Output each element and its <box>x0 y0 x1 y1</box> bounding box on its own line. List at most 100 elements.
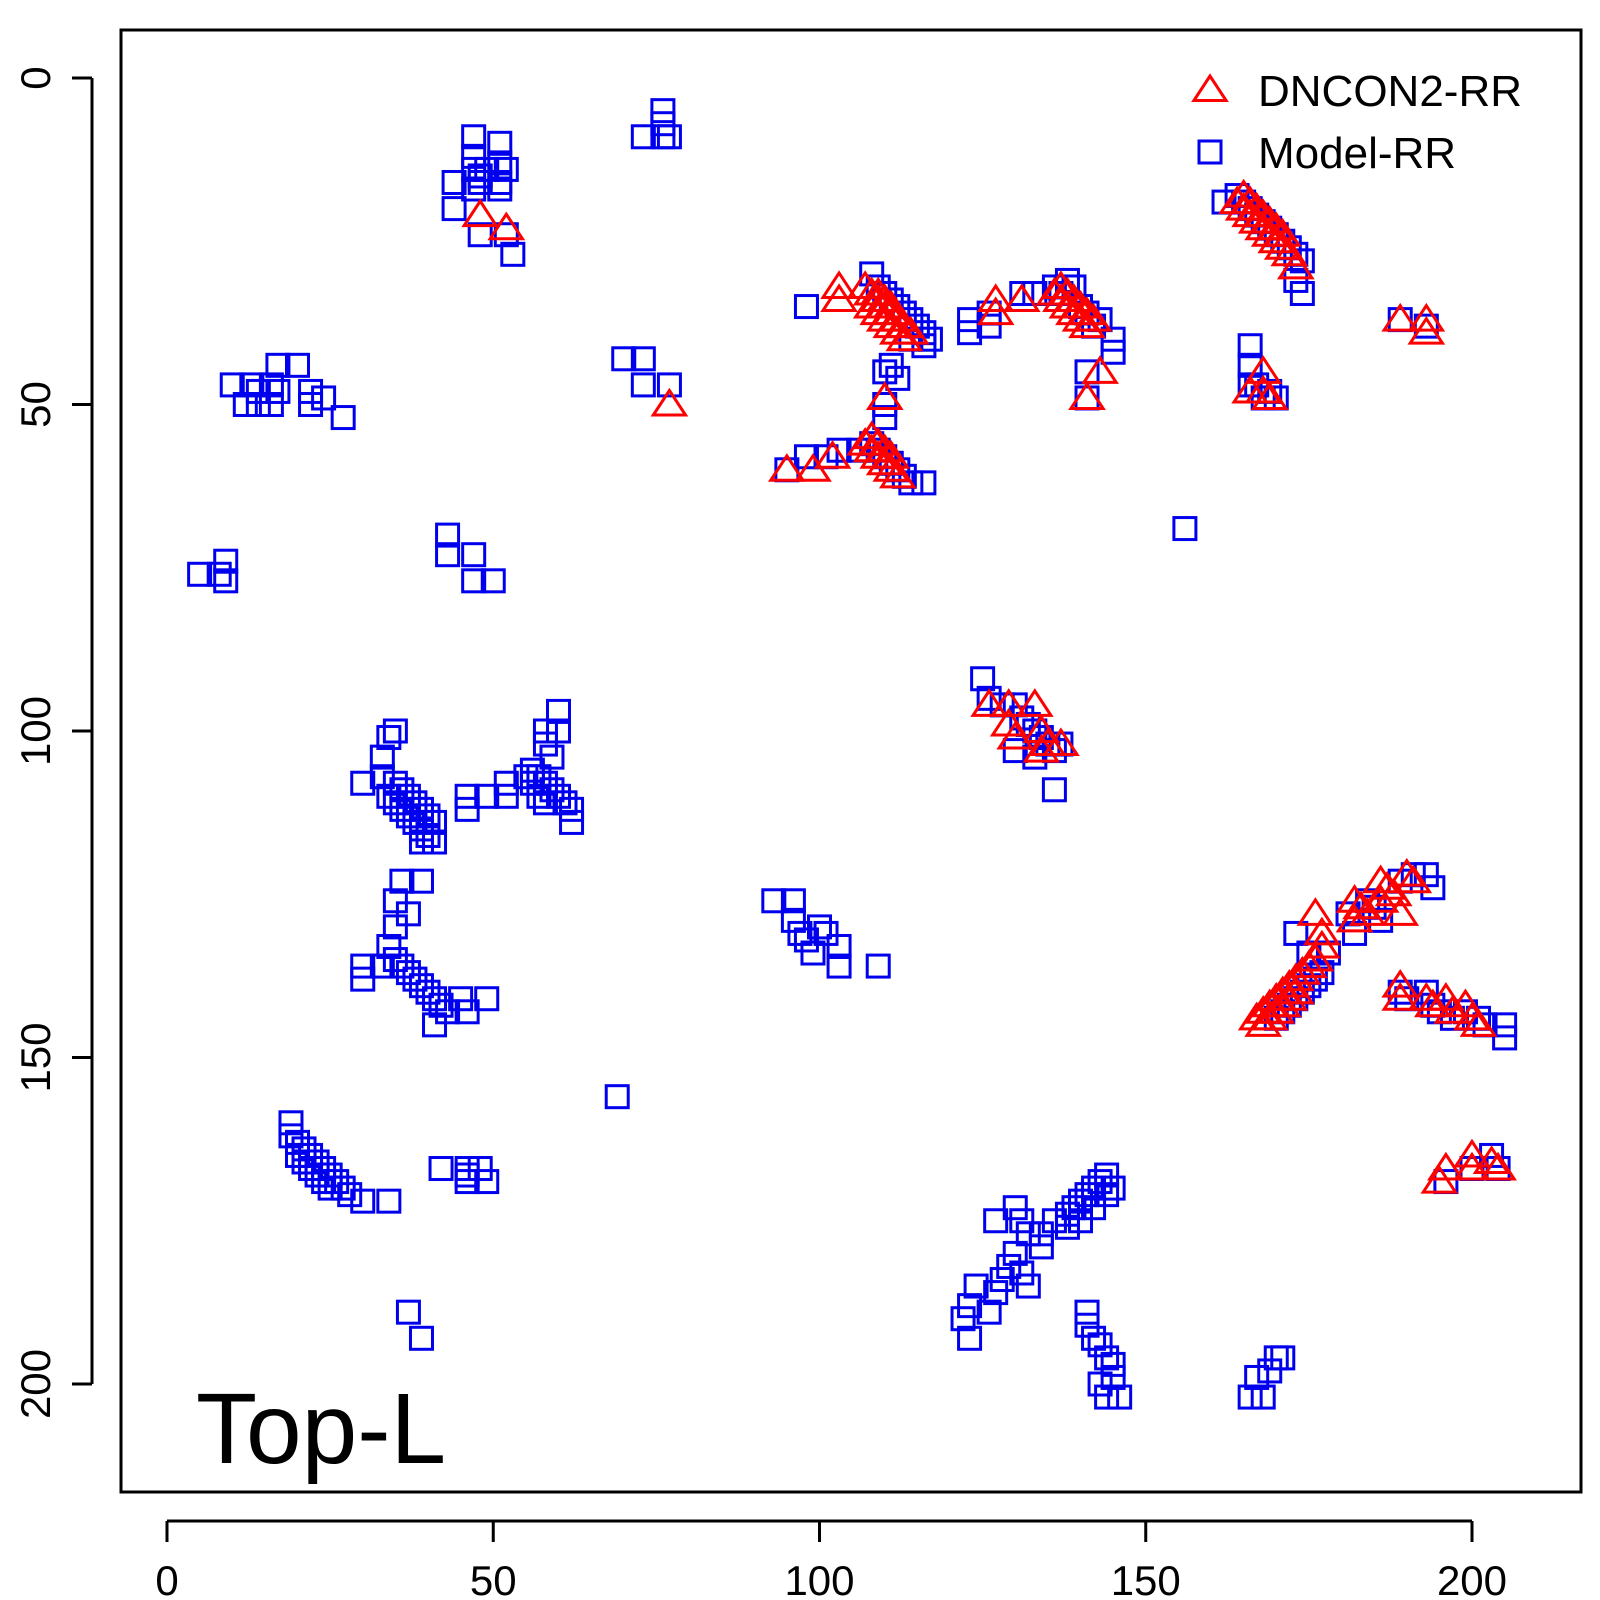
model-rr-point <box>298 378 324 404</box>
model-rr-point <box>311 385 337 411</box>
model-rr-point <box>350 953 376 979</box>
model-rr-point <box>461 542 487 568</box>
panel-label: Top-L <box>196 1373 446 1485</box>
dncon2-rr-point <box>878 459 917 489</box>
model-rr-point <box>206 561 232 587</box>
model-rr-point <box>1074 1182 1100 1208</box>
model-rr-point <box>454 999 480 1025</box>
model-rr-point <box>265 352 291 378</box>
model-rr-point <box>872 392 898 417</box>
model-rr-point <box>872 405 898 431</box>
model-rr-point <box>1420 875 1446 901</box>
dncon2-rr-point <box>1276 975 1315 1005</box>
model-rr-point <box>1009 280 1035 306</box>
dncon2-rr-point <box>1303 916 1341 946</box>
model-rr-point <box>428 1156 454 1182</box>
dncon2-rr-point <box>872 440 911 469</box>
model-rr-point <box>1074 1299 1100 1325</box>
dncon2-rr-point <box>1381 981 1420 1011</box>
dncon2-rr-point <box>1074 302 1113 332</box>
model-rr-point <box>493 222 519 248</box>
model-rr-point <box>311 1169 337 1195</box>
model-rr-point <box>493 783 519 809</box>
model-rr-point <box>1492 1025 1518 1051</box>
model-rr-point <box>1068 1188 1093 1214</box>
model-rr-point <box>996 1253 1022 1279</box>
model-rr-point <box>422 829 448 855</box>
model-rr-point <box>539 744 565 770</box>
dncon2-rr-point <box>1250 204 1289 234</box>
model-rr-point <box>559 809 585 835</box>
model-rr-point <box>435 542 461 568</box>
dncon2-rr-point <box>1224 178 1263 208</box>
dncon2-rr-point <box>970 688 1009 717</box>
model-rr-point <box>376 783 402 809</box>
model-rr-point <box>382 914 408 940</box>
model-rr-point <box>800 940 826 966</box>
model-rr-point <box>989 1267 1015 1293</box>
model-rr-point <box>395 901 421 927</box>
model-rr-point <box>402 809 428 835</box>
dncon2-rr-point <box>1335 884 1374 913</box>
dncon2-rr-point <box>1407 981 1446 1011</box>
dncon2-rr-point <box>1068 381 1106 410</box>
model-rr-point <box>552 790 578 816</box>
x-axis: 0 50 100 150 200 <box>155 1519 1507 1600</box>
model-rr-point <box>656 124 682 150</box>
model-rr-point <box>1257 1358 1283 1384</box>
model-rr-point <box>376 725 402 751</box>
dncon2-rr-point <box>989 688 1028 717</box>
model-rr-point <box>519 770 545 796</box>
dncon2-rr-point <box>865 381 904 410</box>
dncon2-rr-point <box>852 420 891 450</box>
dncon2-rr-point <box>1296 897 1335 926</box>
model-rr-point <box>650 111 676 137</box>
dncon2-rr-point <box>650 387 689 417</box>
model-rr-point <box>1100 326 1126 352</box>
model-rr-point <box>408 816 434 842</box>
dncon2-rr-point <box>1303 929 1341 959</box>
model-rr-point <box>1068 1208 1093 1234</box>
model-rr-point <box>258 372 284 398</box>
model-rr-point <box>983 1208 1009 1234</box>
dncon2-rr-point <box>461 198 500 228</box>
model-rr-point <box>408 868 434 894</box>
dncon2-rr-point <box>1479 1151 1517 1181</box>
model-rr-point <box>317 1175 343 1201</box>
model-rr-point <box>480 568 506 594</box>
model-rr-point <box>369 764 395 790</box>
model-rr-point <box>467 169 493 195</box>
model-rr-point <box>1002 1240 1028 1266</box>
model-rr-point <box>546 783 571 809</box>
model-rr-point <box>1002 1195 1028 1221</box>
model-rr-point <box>559 796 585 822</box>
dncon2-rr-point <box>1459 1008 1498 1037</box>
model-rr-point <box>487 150 513 176</box>
model-rr-point <box>474 156 500 182</box>
model-rr-point <box>350 966 376 992</box>
model-rr-point <box>911 333 937 359</box>
dncon2-rr-point <box>1015 688 1054 717</box>
model-rr-point <box>1041 777 1067 803</box>
model-rr-point <box>219 372 245 398</box>
model-rr-point <box>298 1156 324 1182</box>
model-rr-point <box>382 947 408 973</box>
model-rr-point <box>878 352 904 378</box>
dncon2-rr-point <box>1237 191 1276 221</box>
y-tick-label: 200 <box>12 1349 59 1419</box>
model-rr-point <box>1054 1214 1080 1240</box>
model-rr-point <box>402 790 428 816</box>
model-rr-point <box>630 372 656 398</box>
model-rr-point <box>317 1162 343 1188</box>
model-rr-point <box>1028 1234 1054 1260</box>
model-rr-point <box>278 1123 304 1149</box>
legend-item: DNCON2-RR <box>1191 67 1522 116</box>
model-rr-point <box>1270 1345 1296 1371</box>
model-rr-point <box>487 130 513 156</box>
dncon2-rr-point <box>878 315 917 345</box>
y-tick-label: 150 <box>12 1022 59 1092</box>
dncon2-rr-point <box>1381 897 1420 926</box>
model-rr-point <box>461 156 487 182</box>
dncon2-rr-point <box>1387 857 1426 887</box>
model-rr-point <box>826 953 852 979</box>
